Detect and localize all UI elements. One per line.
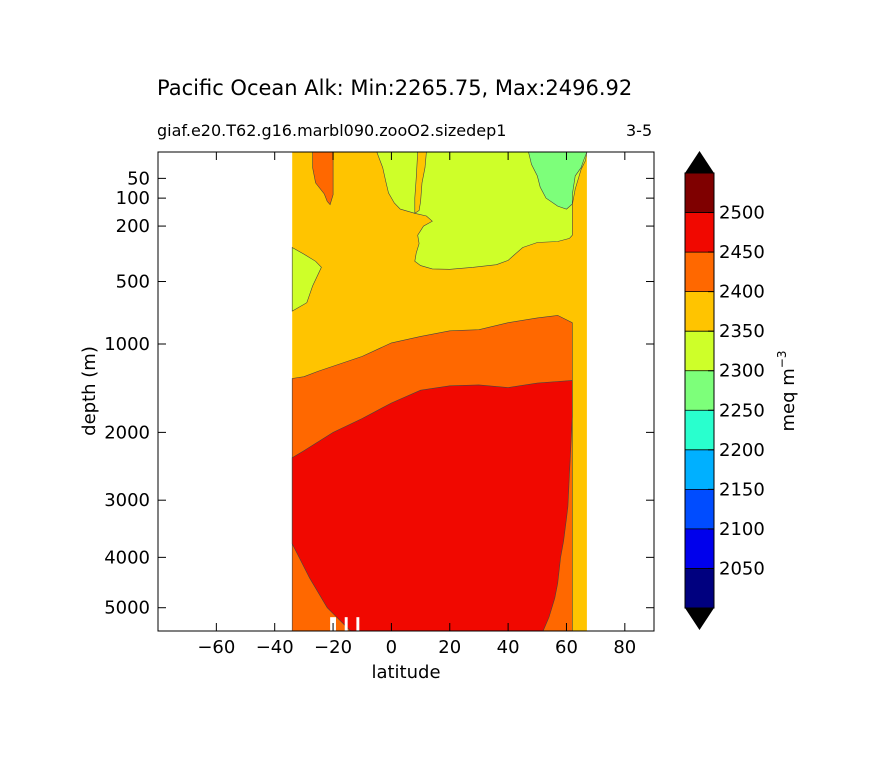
- colorbar: 2050 2100 2150 2200 2250 2300 2350 2400 2450 2500: [684, 151, 765, 630]
- x-tick-label: 40: [497, 637, 520, 658]
- y-tick-label: 3000: [104, 490, 150, 511]
- x-tick-label: −20: [314, 637, 352, 658]
- missing-data-cell: [356, 617, 360, 631]
- colorbar-tick-label: 2250: [719, 400, 765, 421]
- y-tick-label: 4000: [104, 547, 150, 568]
- colorbar-tick-label: 2450: [719, 242, 765, 263]
- colorbar-swatch: [685, 331, 714, 371]
- colorbar-tick-label: 2150: [719, 479, 765, 500]
- colorbar-tick-label: 2050: [719, 558, 765, 579]
- contour-line-north-surface: [528, 152, 588, 210]
- contour-line-upper-ocean-north: [376, 152, 588, 270]
- colorbar-swatch: [685, 370, 714, 411]
- contour-line-south-intermediate: [291, 246, 322, 312]
- y-tick-label: 1000: [104, 334, 150, 355]
- contour-region-deep-water: [292, 380, 573, 631]
- colorbar-tick-label: 2350: [719, 321, 765, 342]
- colorbar-swatch: [685, 252, 714, 292]
- colorbar-tick-label: 2400: [719, 282, 765, 303]
- panel-label: 3-5: [626, 121, 653, 140]
- colorbar-label-unit: meq m: [778, 368, 799, 431]
- colorbar-extend-max: [685, 151, 714, 173]
- y-tick-label: 5000: [104, 598, 150, 619]
- colorbar-tick-label: 2200: [719, 440, 765, 461]
- colorbar-extend-min: [685, 608, 714, 630]
- x-tick-label: 0: [386, 637, 397, 658]
- y-tick-label: 2000: [104, 422, 150, 443]
- colorbar-frame: [684, 172, 715, 609]
- x-axis-label: latitude: [371, 662, 440, 683]
- x-tick-label: 80: [613, 637, 636, 658]
- colorbar-label: meq m−3: [775, 351, 799, 432]
- y-tick-label: 100: [116, 188, 150, 209]
- contour-line-surface-plume-north: [414, 152, 427, 214]
- contour-region-south-intermediate: [292, 247, 322, 312]
- colorbar-tick-label: 2100: [719, 519, 765, 540]
- colorbar-label-exponent: −3: [775, 351, 789, 369]
- contour-region-north-surface: [528, 152, 587, 210]
- contour-line-deep-band: [291, 315, 573, 631]
- y-tick-label: 50: [127, 168, 150, 189]
- colorbar-tick-label: 2500: [719, 203, 765, 224]
- colorbar-swatch: [685, 449, 714, 490]
- colorbar-swatch: [685, 568, 714, 608]
- contour-line-deep-water: [291, 380, 573, 631]
- contour-fill-area: [291, 152, 588, 631]
- x-tick-label: 60: [555, 637, 578, 658]
- colorbar-swatch: [685, 212, 714, 253]
- contour-region-surface-plume-north: [414, 152, 427, 214]
- colorbar-swatch: [685, 410, 714, 450]
- colorbar-swatch: [685, 489, 714, 529]
- y-tick-label: 500: [116, 272, 150, 293]
- x-axis: −60 −40 −20 0 20 40 60 80: [197, 152, 636, 658]
- colorbar-swatch: [685, 291, 714, 332]
- chart-subtitle: giaf.e20.T62.g16.marbl090.zooO2.sizedep1: [157, 121, 507, 140]
- contour-region-upper-ocean-north: [376, 152, 587, 270]
- x-tick-label: 20: [438, 637, 461, 658]
- plot-frame: [157, 151, 655, 632]
- colorbar-swatch: [685, 173, 714, 213]
- contour-region-surface-plume-south: [312, 152, 334, 205]
- colorbar-swatch: [685, 528, 714, 569]
- y-tick-label: 200: [116, 216, 150, 237]
- contour-region-abyssal-south: [292, 543, 351, 631]
- colorbar-tick-label: 2300: [719, 361, 765, 382]
- chart-title: Pacific Ocean Alk: Min:2265.75, Max:2496…: [157, 76, 633, 100]
- y-axis-label: depth (m): [79, 346, 100, 436]
- missing-data-cell: [344, 617, 348, 631]
- x-tick-label: −60: [197, 637, 235, 658]
- x-tick-label: −40: [256, 637, 294, 658]
